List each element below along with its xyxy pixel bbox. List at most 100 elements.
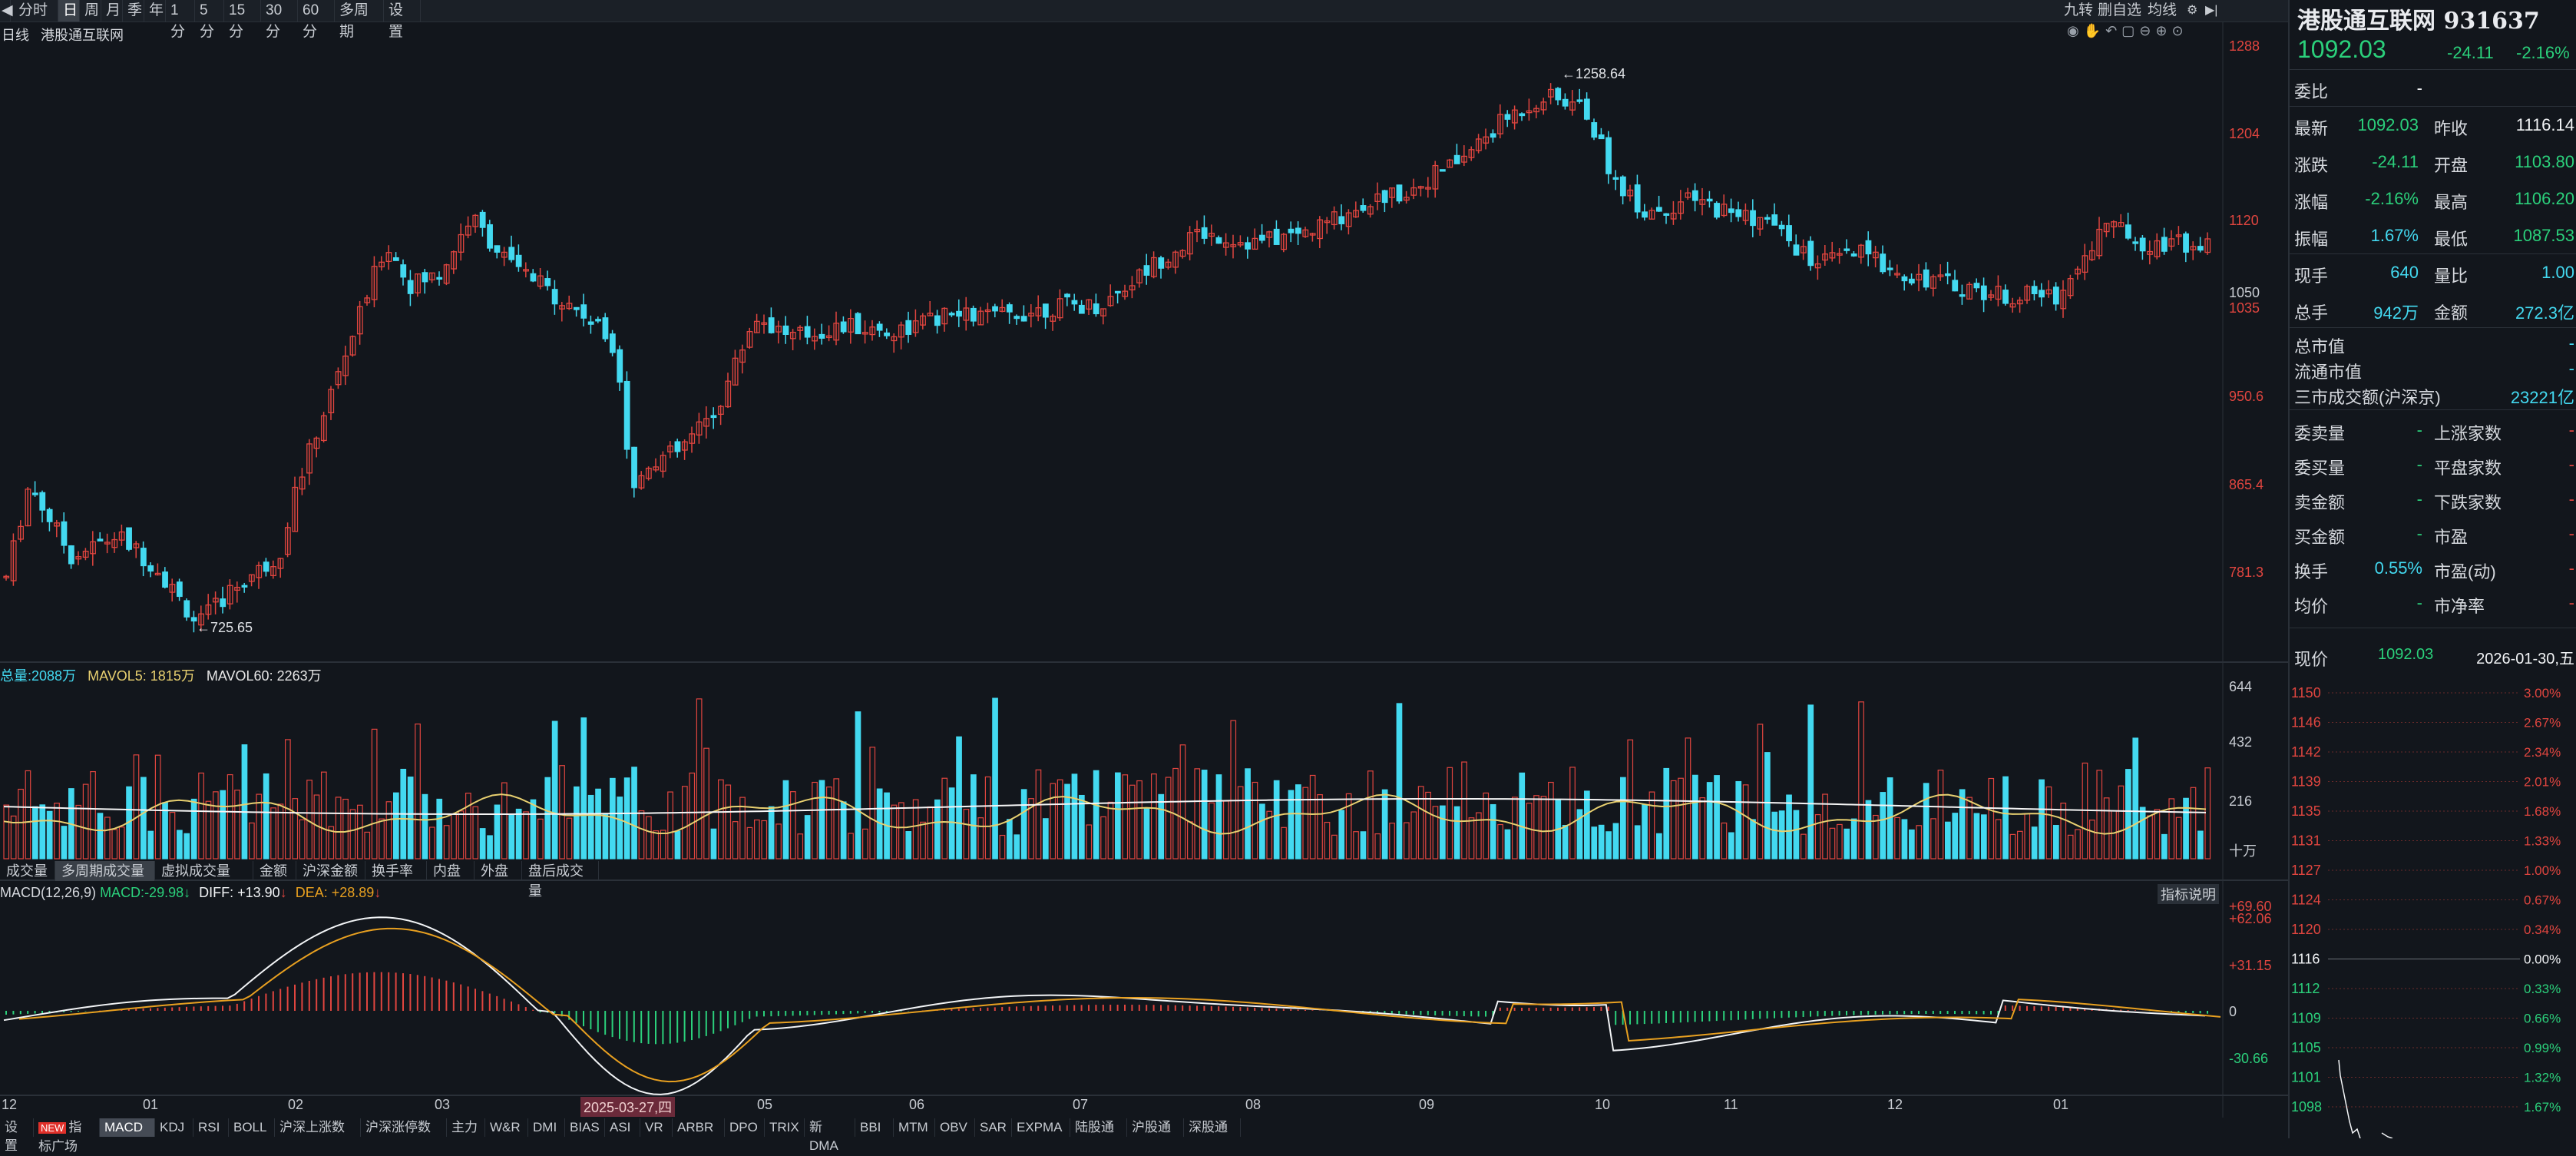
volume-bar: [2024, 813, 2031, 860]
candle-body: [162, 571, 168, 588]
mini-price-tick: 1112: [2291, 981, 2320, 996]
indicator-tab[interactable]: DMI: [528, 1118, 565, 1137]
candle-body: [1706, 198, 1713, 202]
period-tab[interactable]: 年: [144, 0, 166, 22]
quote-value: 640: [2390, 263, 2419, 282]
period-tab[interactable]: 分时: [14, 0, 58, 22]
indicator-tab[interactable]: DPO: [725, 1118, 765, 1137]
hand-icon[interactable]: ✋: [2083, 23, 2106, 38]
volume-bar: [328, 826, 335, 860]
indicator-tab[interactable]: 主力: [447, 1118, 485, 1137]
volume-bar: [306, 780, 312, 860]
toolbar-nine-turn[interactable]: 九转: [2064, 2, 2094, 18]
volume-tab[interactable]: 成交量: [0, 861, 55, 881]
indicator-tab[interactable]: BOLL: [229, 1118, 275, 1137]
indicator-tab[interactable]: W&R: [485, 1118, 528, 1137]
indicator-tab[interactable]: 陆股通: [1070, 1118, 1127, 1137]
indicator-tab[interactable]: 沪深涨停数: [361, 1118, 447, 1137]
volume-tab[interactable]: 沪深金额: [296, 861, 365, 881]
candle-body: [184, 600, 190, 618]
volume-bar: [147, 830, 154, 860]
indicator-tab[interactable]: BBI: [855, 1118, 894, 1137]
toolbar-remove-favorite[interactable]: 删自选: [2098, 2, 2142, 18]
candle-body: [1569, 101, 1576, 111]
goto-end-icon[interactable]: ▶|: [2205, 4, 2218, 17]
panel-change: -24.11: [2447, 43, 2494, 62]
indicator-tab[interactable]: ARBR: [673, 1118, 725, 1137]
quote-value: -: [2416, 455, 2422, 474]
candle-body: [1793, 244, 1800, 256]
quote-row: 委买量 - 平盘家数 -: [2290, 447, 2576, 481]
candle-body: [934, 315, 941, 326]
volume-bar: [2161, 833, 2168, 860]
period-tab[interactable]: 设置: [384, 0, 421, 40]
volume-bar: [768, 806, 775, 860]
candle-body: [292, 486, 299, 532]
volume-tab[interactable]: 内盘: [427, 861, 475, 881]
candle-body: [1786, 225, 1792, 242]
indicator-tab[interactable]: VR: [640, 1118, 673, 1137]
new-badge: NEW: [38, 1122, 67, 1134]
indicator-tab[interactable]: RSI: [193, 1118, 229, 1137]
volume-bar: [782, 780, 789, 860]
indicator-tab[interactable]: BIAS: [565, 1118, 605, 1137]
volume-tab[interactable]: 金额: [253, 861, 296, 881]
volume-tab[interactable]: 虚拟成交量: [155, 861, 253, 881]
volume-ma60-line: [3, 798, 2207, 816]
period-tab[interactable]: 30分: [261, 0, 298, 40]
period-tab[interactable]: 日: [58, 0, 80, 22]
indicator-tab[interactable]: MACD: [100, 1118, 155, 1137]
indicator-tab[interactable]: EXPMA: [1012, 1118, 1070, 1137]
period-tab[interactable]: 周: [80, 0, 101, 22]
indicator-tab[interactable]: 沪深上涨数: [275, 1118, 361, 1137]
volume-bar: [617, 797, 623, 860]
toolbar-moving-average[interactable]: 均线: [2148, 2, 2178, 18]
volume-bar: [487, 835, 493, 860]
volume-tab[interactable]: 外盘: [475, 861, 522, 881]
volume-bar: [75, 804, 82, 860]
indicator-tab[interactable]: 深股通: [1184, 1118, 1241, 1137]
volume-tab[interactable]: 盘后成交量: [522, 861, 599, 899]
date-axis-tick: 03: [435, 1097, 451, 1112]
settings-tab[interactable]: 设置: [0, 1118, 34, 1153]
volume-tab[interactable]: 换手率: [365, 861, 427, 881]
indicator-tab[interactable]: KDJ: [155, 1118, 193, 1137]
undo-icon[interactable]: ↶: [2105, 23, 2122, 38]
macd-axis-tick: +62.06: [2229, 911, 2272, 926]
period-tab[interactable]: 月: [101, 0, 123, 22]
quote-value: 1092.03: [2357, 115, 2419, 134]
zoom-in-icon[interactable]: ⊕: [2155, 23, 2172, 38]
candle-body: [61, 521, 68, 546]
period-tab[interactable]: 1分: [166, 0, 195, 40]
eye-icon[interactable]: ◉: [2067, 23, 2084, 38]
gear-icon[interactable]: ⚙: [2187, 4, 2198, 17]
candle-body: [804, 326, 811, 338]
zoom-out-icon[interactable]: ⊖: [2139, 23, 2156, 38]
lock-icon[interactable]: ▢: [2121, 23, 2140, 38]
indicator-tab[interactable]: SAR: [975, 1118, 1012, 1137]
candle-body: [797, 326, 804, 331]
back-icon[interactable]: ◀: [0, 0, 13, 22]
indicator-tab[interactable]: TRIX: [765, 1118, 805, 1137]
macd-header: MACD(12,26,9) MACD:-29.98↓ DIFF: +13.90↓…: [0, 885, 382, 900]
indicator-tab[interactable]: MTM: [894, 1118, 935, 1137]
period-tab[interactable]: 多周期: [335, 0, 384, 40]
volume-bar: [2031, 826, 2038, 860]
indicator-tab[interactable]: OBV: [935, 1118, 975, 1137]
period-tab[interactable]: 5分: [195, 0, 224, 40]
period-tab[interactable]: 60分: [298, 0, 335, 40]
candle-body: [1497, 114, 1503, 134]
indicator-tab[interactable]: NEW 指标广场: [34, 1118, 100, 1154]
candle-body: [392, 257, 399, 261]
volume-bar: [379, 818, 385, 860]
volume-tab[interactable]: 多周期成交量: [55, 861, 155, 881]
back-icon-2[interactable]: ⊙: [2171, 23, 2188, 38]
period-tab[interactable]: 季: [123, 0, 144, 22]
volume-bar: [1873, 814, 1879, 860]
indicator-help-button[interactable]: 指标说明: [2158, 884, 2219, 904]
volume-bar: [2125, 769, 2131, 860]
period-tab[interactable]: 15分: [224, 0, 261, 40]
indicator-tab[interactable]: 沪股通: [1127, 1118, 1184, 1137]
indicator-tab[interactable]: ASI: [605, 1118, 640, 1137]
indicator-tab[interactable]: 新DMA: [805, 1118, 855, 1153]
